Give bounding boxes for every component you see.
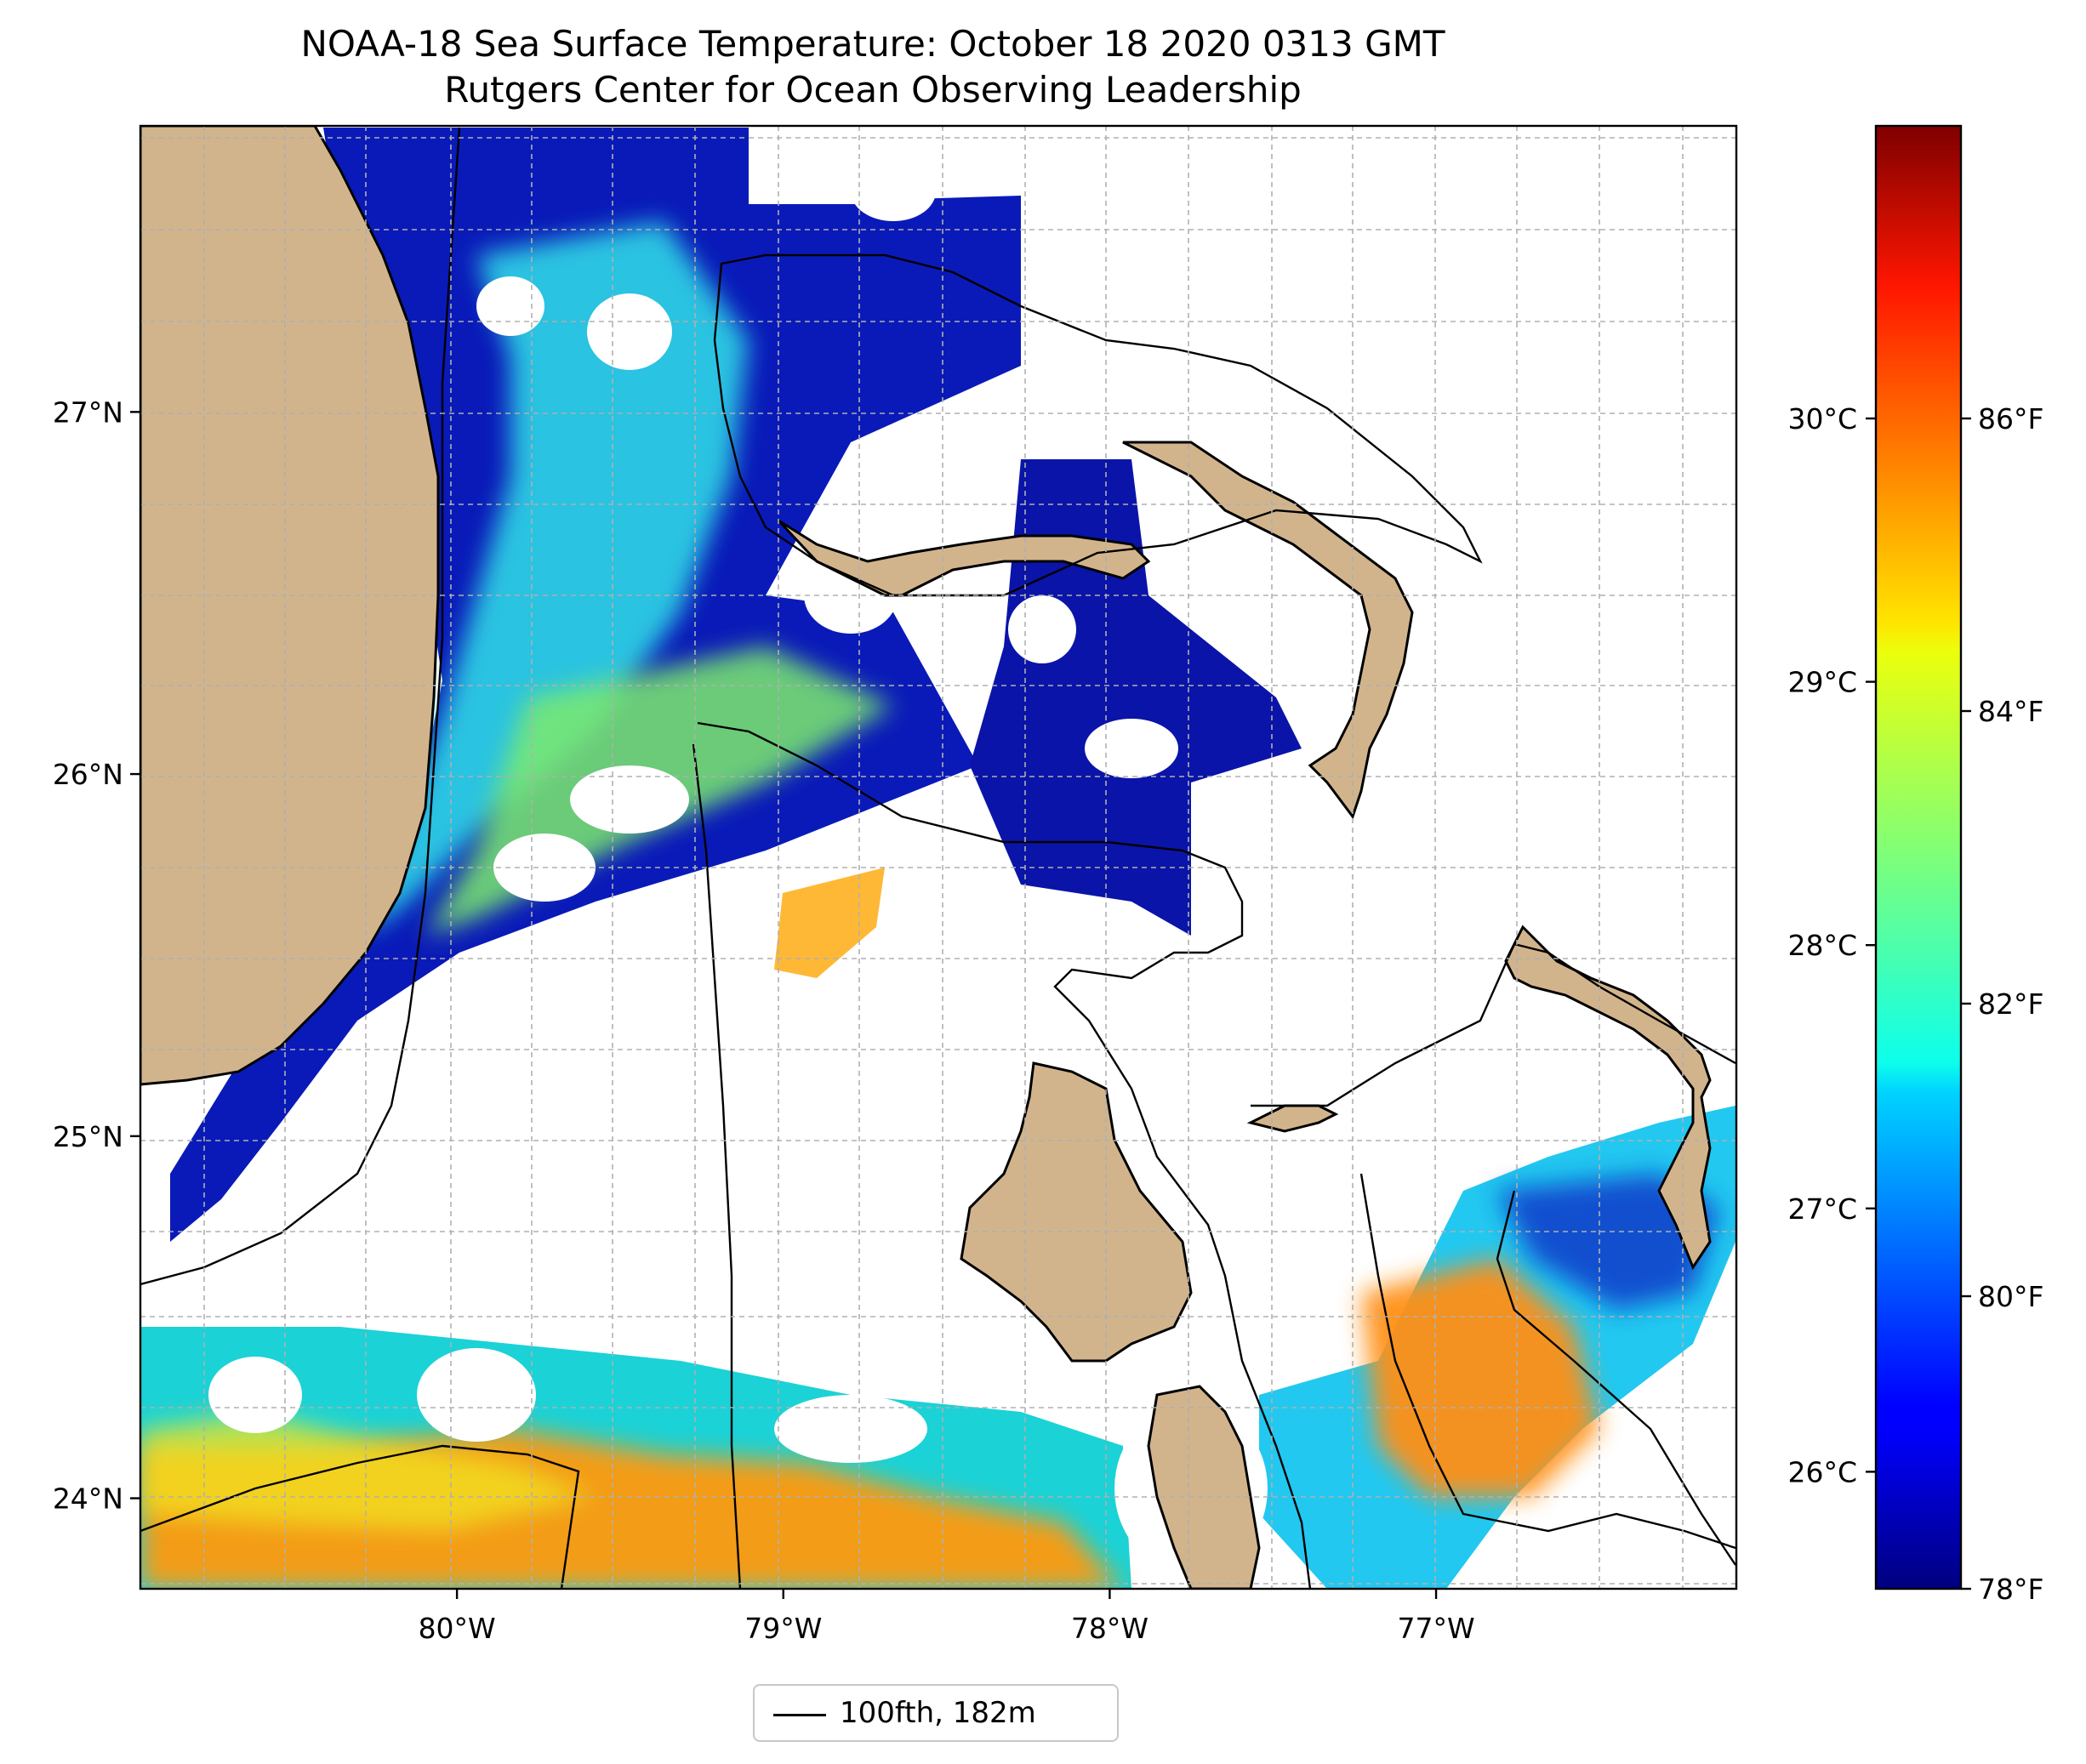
colorbar-fahrenheit-ticks: 86°F 84°F 82°F 80°F 78°F — [1961, 402, 2043, 1606]
land-layer — [140, 126, 1712, 1589]
sst-patch-small-warm — [774, 868, 885, 978]
abaco-land — [1122, 441, 1414, 820]
contour-exuma-sound — [1496, 1190, 1736, 1566]
gridlines — [140, 126, 1736, 1589]
contour-keys-reef — [140, 1444, 580, 1589]
colorbar-celsius-label: 27°C — [1787, 1192, 1857, 1226]
legend-line-swatch — [773, 1714, 826, 1716]
colorbar-celsius-ticks: 30°C 29°C 28°C 27°C 26°C — [1787, 402, 1876, 1488]
chart-title: NOAA-18 Sea Surface Temperature: October… — [300, 23, 1445, 65]
colorbar-celsius-label: 29°C — [1787, 666, 1857, 699]
sst-patch-se-warm — [1361, 1259, 1599, 1497]
lat-tick-label: 24°N — [53, 1482, 123, 1516]
sst-patch-cyan-band — [366, 221, 749, 936]
bathymetry-contours — [140, 127, 1736, 1589]
colorbar-celsius-label: 30°C — [1787, 402, 1857, 435]
sst-patch-se-blue — [1497, 1174, 1718, 1310]
contour-mid-channel — [692, 743, 742, 1589]
contour-tongue-of-ocean — [1251, 942, 1736, 1107]
lat-tick-label: 25°N — [53, 1120, 123, 1153]
florida-land — [140, 126, 440, 1086]
lon-tick-label: 77°W — [1397, 1612, 1474, 1645]
colorbar-fahrenheit-label: 82°F — [1978, 987, 2043, 1021]
map-frame — [139, 124, 1738, 1590]
colorbar-fahrenheit-label: 84°F — [1978, 695, 2043, 728]
lon-tick-label: 80°W — [419, 1612, 496, 1645]
colorbar-fahrenheit-label: 86°F — [1978, 402, 2043, 435]
andros-land — [960, 1061, 1193, 1363]
lon-tick-label: 78°W — [1071, 1612, 1148, 1645]
contour-great-bahama-bank-west — [697, 721, 1312, 1589]
lat-tick-label: 27°N — [53, 395, 123, 429]
latitude-axis: 27°N 26°N 25°N 24°N — [53, 395, 140, 1516]
chart-subtitle: Rutgers Center for Ocean Observing Leade… — [444, 69, 1302, 111]
legend-label: 100fth, 182m — [840, 1696, 1036, 1730]
sst-patch-bahamas-east — [970, 459, 1302, 936]
contour-florida — [140, 127, 461, 1286]
lat-tick-label: 26°N — [53, 758, 123, 791]
contour-se-loop — [1359, 1173, 1736, 1550]
berry-islands-land — [1246, 1104, 1339, 1133]
lon-tick-label: 79°W — [744, 1612, 822, 1645]
colorbar-fahrenheit-label: 78°F — [1978, 1573, 2043, 1606]
sst-patch-keys-yellow — [140, 1412, 596, 1531]
colorbar-celsius-label: 26°C — [1787, 1455, 1857, 1488]
eleuthera-land — [1504, 925, 1712, 1271]
contour-little-bahama-bank — [713, 253, 1483, 597]
cloud-gaps — [208, 128, 1268, 1573]
legend: 100fth, 182m — [753, 1684, 1119, 1742]
colorbar-fahrenheit-label: 80°F — [1978, 1280, 2043, 1313]
colorbar — [1874, 124, 1963, 1590]
colorbar-celsius-label: 28°C — [1787, 929, 1857, 962]
longitude-axis: 80°W 79°W 78°W 77°W — [419, 1589, 1475, 1645]
